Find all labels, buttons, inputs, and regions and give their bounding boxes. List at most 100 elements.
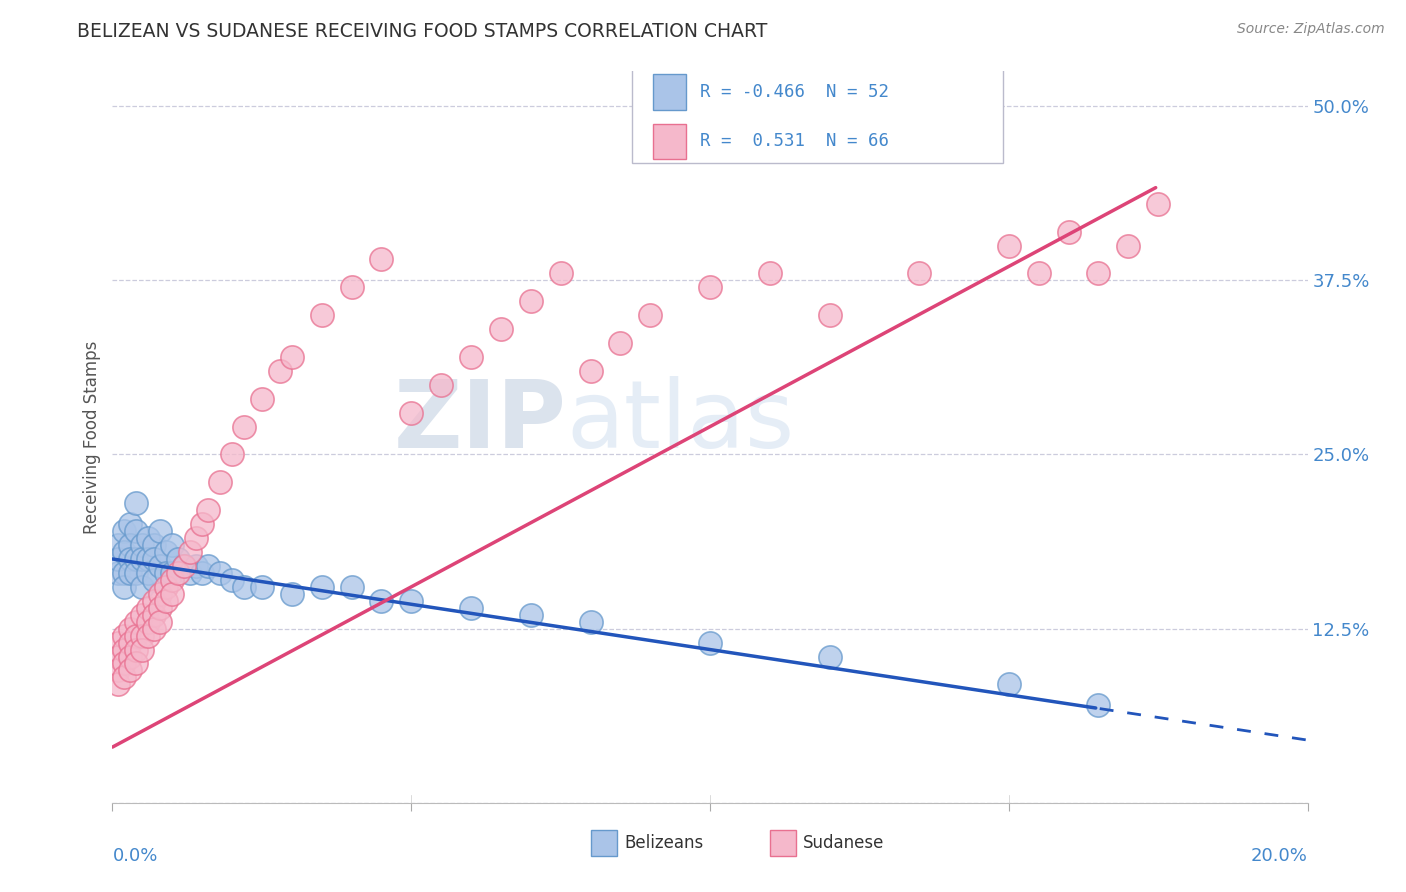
Point — [162, 587, 183, 601]
Point — [209, 566, 232, 580]
Point — [250, 580, 273, 594]
Point — [131, 629, 153, 643]
Point — [138, 600, 160, 615]
Point — [120, 552, 142, 566]
Point — [1028, 266, 1050, 280]
Point — [143, 538, 166, 552]
Point — [370, 252, 392, 267]
Point — [162, 538, 183, 552]
Point — [149, 524, 172, 538]
Point — [818, 308, 841, 322]
Text: Sudanese: Sudanese — [803, 834, 884, 852]
Point — [143, 573, 166, 587]
Point — [131, 642, 153, 657]
FancyBboxPatch shape — [633, 57, 1002, 163]
Point — [609, 336, 631, 351]
Point — [186, 558, 208, 573]
Point — [209, 475, 232, 490]
Point — [125, 552, 148, 566]
Point — [311, 580, 333, 594]
Point — [125, 566, 148, 580]
Point — [370, 594, 392, 608]
Point — [107, 552, 129, 566]
Point — [120, 566, 142, 580]
Point — [107, 635, 129, 649]
Point — [250, 392, 273, 406]
Point — [998, 238, 1021, 252]
Bar — [770, 830, 796, 856]
Point — [149, 600, 172, 615]
Point — [520, 294, 543, 309]
Point — [699, 635, 721, 649]
Point — [818, 649, 841, 664]
Point — [340, 580, 363, 594]
Point — [908, 266, 931, 280]
Y-axis label: Receiving Food Stamps: Receiving Food Stamps — [83, 341, 101, 533]
Point — [998, 677, 1021, 691]
Point — [186, 531, 208, 545]
Point — [125, 496, 148, 510]
Point — [221, 573, 243, 587]
Point — [197, 503, 219, 517]
Point — [138, 615, 160, 629]
Text: Belizeans: Belizeans — [624, 834, 703, 852]
Point — [460, 350, 482, 364]
Point — [520, 607, 543, 622]
Point — [155, 566, 177, 580]
Text: R = -0.466  N = 52: R = -0.466 N = 52 — [700, 83, 890, 101]
Text: ZIP: ZIP — [394, 376, 567, 468]
Point — [155, 580, 177, 594]
Point — [114, 657, 135, 671]
Text: R =  0.531  N = 66: R = 0.531 N = 66 — [700, 132, 890, 151]
Point — [179, 545, 201, 559]
Point — [143, 594, 166, 608]
Point — [114, 524, 135, 538]
Point — [162, 566, 183, 580]
Point — [125, 657, 148, 671]
Point — [107, 538, 129, 552]
Point — [143, 622, 166, 636]
Point — [125, 629, 148, 643]
Point — [131, 580, 153, 594]
Point — [233, 580, 256, 594]
Point — [191, 517, 214, 532]
Point — [114, 629, 135, 643]
Point — [120, 517, 142, 532]
Point — [1087, 698, 1109, 713]
Point — [179, 566, 201, 580]
Point — [107, 566, 129, 580]
Point — [191, 566, 214, 580]
Point — [138, 552, 160, 566]
Point — [281, 350, 304, 364]
Point — [311, 308, 333, 322]
Point — [120, 622, 142, 636]
Point — [550, 266, 572, 280]
Point — [114, 545, 135, 559]
Point — [120, 635, 142, 649]
Point — [120, 538, 142, 552]
Point — [143, 552, 166, 566]
Point — [1147, 196, 1170, 211]
Point — [107, 677, 129, 691]
Point — [149, 587, 172, 601]
Point — [460, 600, 482, 615]
Point — [107, 664, 129, 678]
Bar — [591, 830, 617, 856]
Point — [197, 558, 219, 573]
Point — [114, 642, 135, 657]
Point — [114, 566, 135, 580]
Point — [167, 566, 190, 580]
Point — [401, 594, 423, 608]
Point — [281, 587, 304, 601]
Point — [120, 664, 142, 678]
Text: BELIZEAN VS SUDANESE RECEIVING FOOD STAMPS CORRELATION CHART: BELIZEAN VS SUDANESE RECEIVING FOOD STAM… — [77, 22, 768, 41]
Bar — [652, 74, 686, 110]
Point — [340, 280, 363, 294]
Point — [233, 419, 256, 434]
Point — [155, 545, 177, 559]
Point — [699, 280, 721, 294]
Point — [1118, 238, 1140, 252]
Point — [149, 558, 172, 573]
Point — [138, 566, 160, 580]
Point — [162, 573, 183, 587]
